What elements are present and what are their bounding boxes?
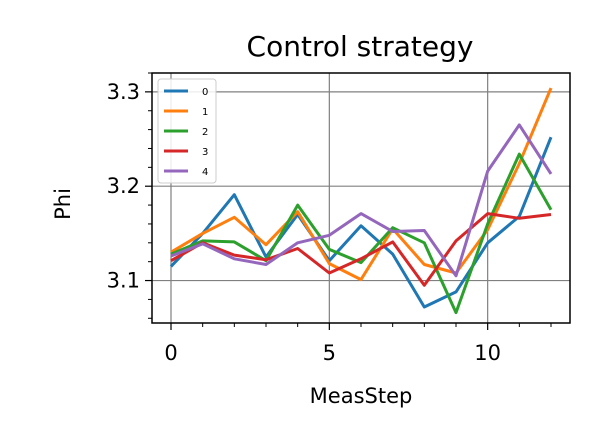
axis-ticks: 0 5 103.13.23.3 bbox=[107, 72, 552, 365]
y-tick-label: 3.1 bbox=[107, 269, 140, 293]
legend-label-0: 0 bbox=[202, 87, 208, 98]
y-tick-label: 3.2 bbox=[107, 174, 140, 198]
chart-title: Control strategy bbox=[247, 30, 474, 63]
grid-lines bbox=[152, 73, 570, 323]
series-line-2 bbox=[170, 152, 553, 315]
legend-label-4: 4 bbox=[202, 167, 208, 178]
x-tick-label: 10 bbox=[474, 341, 501, 365]
series-line-1 bbox=[170, 87, 553, 282]
x-axis-label: MeasStep bbox=[310, 384, 413, 408]
legend: 0 1 2 3 4 bbox=[157, 78, 217, 184]
series-line-4 bbox=[170, 123, 553, 278]
legend-label-2: 2 bbox=[202, 127, 208, 138]
series-line-0 bbox=[169, 136, 553, 309]
y-tick-label: 3.3 bbox=[107, 80, 140, 104]
x-tick-label: 0 bbox=[164, 341, 177, 365]
x-tick-label: 5 bbox=[323, 341, 336, 365]
series-lines bbox=[169, 87, 553, 315]
legend-label-3: 3 bbox=[202, 147, 208, 158]
series-line-3 bbox=[170, 212, 552, 287]
y-axis-label: Phi bbox=[51, 188, 75, 220]
legend-label-1: 1 bbox=[202, 107, 208, 118]
